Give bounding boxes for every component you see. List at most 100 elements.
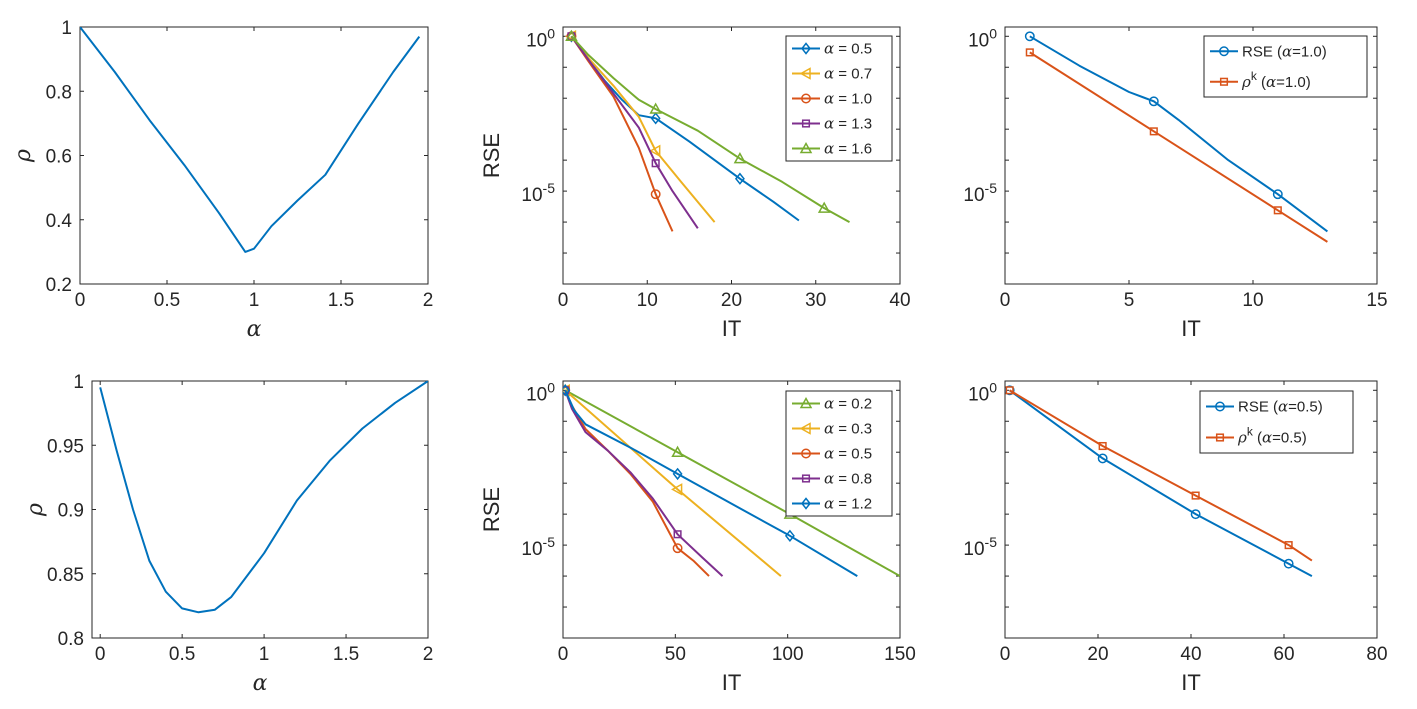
data-point — [734, 172, 745, 185]
legend: RSE (α=1.0) ρk (α=1.0) — [1203, 35, 1368, 98]
x-tick-label: 2 — [423, 290, 434, 311]
legend-label: ρk (α=1.0) — [1241, 69, 1311, 91]
y-tick-label: 0.2 — [46, 275, 72, 296]
legend: RSE (α=0.5) ρk (α=0.5) — [1199, 390, 1354, 454]
legend-marker — [1219, 46, 1229, 57]
legend-label: α = 0.5 — [824, 40, 872, 58]
x-tick-label: 20 — [721, 290, 742, 311]
x-tick-label: 20 — [1087, 644, 1108, 665]
plot-area — [564, 29, 850, 232]
y-tick-label: 10-5 — [963, 180, 997, 206]
series-line — [1029, 35, 1329, 233]
data-point — [784, 529, 795, 543]
legend-marker — [1215, 433, 1225, 442]
legend-label: α = 1.3 — [824, 115, 872, 133]
x-axis-label: IT — [1181, 670, 1201, 695]
y-tick-label: 100 — [526, 25, 555, 51]
data-point — [650, 112, 661, 125]
y-tick-label: 0.8 — [46, 82, 72, 103]
y-tick-label: 100 — [968, 25, 997, 51]
plot-area — [1005, 385, 1313, 577]
x-tick-label: 1.5 — [333, 644, 359, 665]
data-point — [649, 144, 661, 158]
data-point — [1273, 206, 1282, 215]
data-point — [1097, 453, 1108, 464]
x-tick-label: 50 — [665, 644, 686, 665]
y-tick-label: 100 — [968, 379, 997, 405]
x-tick-label: 2 — [423, 644, 434, 665]
axes-box — [1004, 26, 1378, 285]
legend-label: α = 0.3 — [824, 420, 872, 438]
series-line — [570, 35, 800, 222]
series-line — [570, 35, 674, 232]
x-tick-label: 1.5 — [328, 290, 354, 311]
legend-marker — [801, 119, 811, 128]
x-tick-label: 150 — [884, 644, 916, 665]
legend-label: α = 0.7 — [824, 65, 872, 83]
data-point — [1005, 386, 1014, 395]
x-tick-label: 5 — [1124, 290, 1135, 311]
data-point — [671, 483, 683, 496]
legend-label: RSE (α=0.5) — [1238, 398, 1323, 416]
x-axis-label: α — [247, 317, 262, 342]
panel-top-left: 0 0.5 1 1.5 2 0.2 0.4 0.6 0.8 1 α ρ — [11, 18, 433, 342]
x-tick-label: 100 — [772, 644, 804, 665]
data-point — [1283, 558, 1294, 569]
data-point — [650, 189, 661, 200]
legend-box — [1199, 390, 1354, 454]
legend-label: α = 0.2 — [824, 395, 872, 413]
data-point — [649, 102, 662, 114]
data-point — [673, 530, 682, 539]
data-point — [817, 201, 831, 213]
legend-marker — [1215, 401, 1225, 412]
legend-marker — [799, 396, 813, 409]
x-tick-label: 0.5 — [169, 644, 195, 665]
data-point — [1149, 127, 1158, 136]
legend-marker — [799, 67, 811, 80]
y-tick-label: 10-5 — [521, 180, 555, 206]
data-point — [672, 467, 683, 481]
legend-marker — [799, 422, 811, 435]
y-axis-label: RSE — [479, 487, 504, 532]
data-point — [1284, 541, 1293, 550]
y-axis-label: ρ — [23, 503, 48, 517]
y-tick-label: 0.4 — [46, 211, 73, 232]
x-tick-label: 40 — [1180, 644, 1201, 665]
x-tick-label: 0.5 — [154, 290, 180, 311]
x-tick-label: 0 — [75, 290, 86, 311]
data-point — [563, 384, 571, 397]
y-tick-label: 1 — [73, 372, 84, 393]
series-line — [564, 389, 858, 577]
series-line — [564, 389, 710, 577]
data-point — [651, 159, 660, 168]
series-line — [570, 35, 850, 223]
series-line — [564, 389, 724, 577]
legend-marker — [801, 42, 811, 55]
series-line — [1009, 389, 1313, 577]
plot-area — [99, 381, 428, 614]
x-tick-label: 0 — [558, 290, 569, 311]
series-line — [1029, 51, 1328, 243]
y-tick-label: 0.6 — [46, 147, 72, 168]
legend-marker — [801, 93, 811, 104]
legend-label: α = 1.0 — [824, 90, 872, 108]
x-axis-label: IT — [1181, 316, 1201, 341]
data-point — [1272, 189, 1283, 200]
series-line — [99, 381, 428, 614]
legend: α = 0.5 α = 0.7 α = 1.0 α = 1.3 α = 1.6 — [785, 35, 893, 162]
legend-marker — [799, 141, 813, 154]
y-tick-label: 10-5 — [963, 534, 997, 560]
x-tick-label: 0 — [1000, 290, 1011, 311]
legend-marker — [801, 448, 811, 459]
legend-label: α = 0.8 — [824, 470, 872, 488]
legend-marker — [801, 474, 811, 483]
y-tick-label: 10-5 — [521, 534, 555, 560]
y-tick-label: 0.85 — [47, 565, 84, 586]
y-axis-label: RSE — [479, 133, 504, 178]
panel-bottom-left: 0 0.5 1 1.5 2 0.8 0.85 0.9 0.95 1 α ρ — [23, 372, 433, 696]
plot-area — [563, 383, 900, 577]
x-tick-label: 1 — [249, 290, 260, 311]
data-point — [1024, 31, 1035, 42]
legend-label: α = 0.5 — [824, 445, 872, 463]
